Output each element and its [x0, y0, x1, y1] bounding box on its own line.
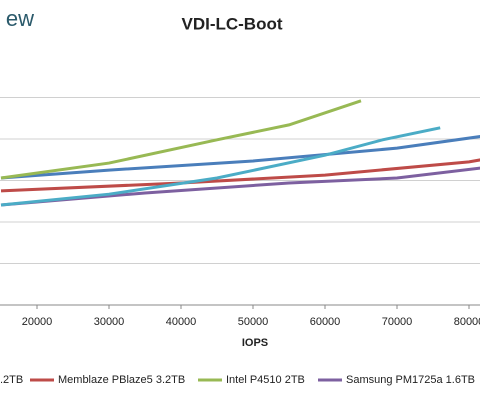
x-tick-label: 40000: [166, 316, 197, 328]
x-tick-label: 20000: [22, 316, 53, 328]
legend-label: Intel P4510 2TB: [226, 374, 305, 386]
x-tick-label: 80000: [454, 316, 480, 328]
legend-label: .2TB: [0, 374, 23, 386]
logo-text: ew: [6, 6, 34, 31]
series-line: [0, 135, 480, 180]
series-line: [0, 158, 480, 193]
x-tick-label: 60000: [310, 316, 341, 328]
series-line: [0, 126, 441, 207]
x-tick-label: 30000: [94, 316, 125, 328]
x-axis-label: IOPS: [242, 337, 268, 349]
x-tick-label: 70000: [382, 316, 413, 328]
legend-label: Samsung PM1725a 1.6TB: [346, 374, 475, 386]
series-line: [0, 166, 480, 207]
x-tick-label: 50000: [238, 316, 269, 328]
series-line: [0, 99, 362, 180]
legend-label: Memblaze PBlaze5 3.2TB: [58, 374, 185, 386]
chart-title: VDI-LC-Boot: [181, 14, 282, 33]
